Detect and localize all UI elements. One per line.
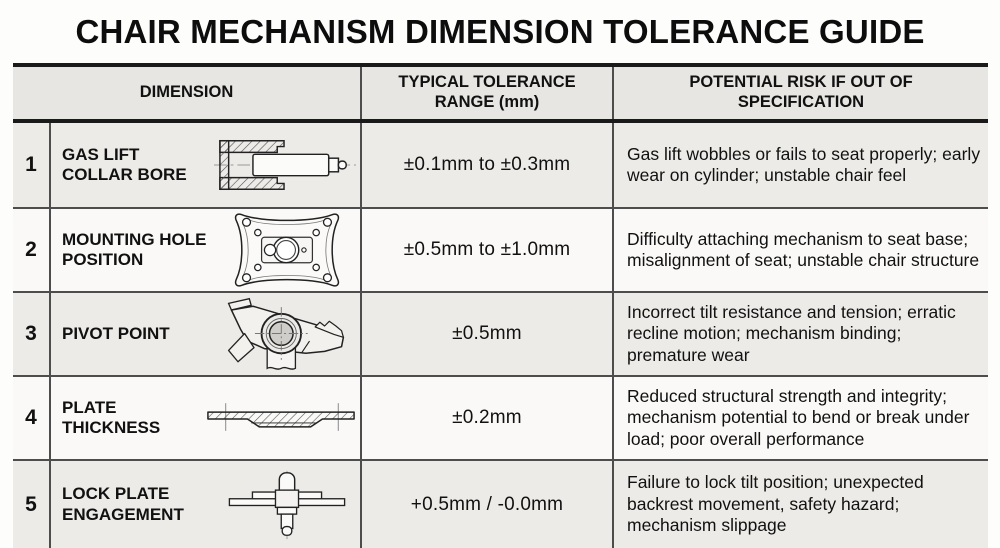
header-tolerance: TYPICAL TOLERANCE RANGE (mm) xyxy=(360,67,612,119)
risk-text: Incorrect tilt resistance and tension; e… xyxy=(612,293,988,375)
dimension-cell: MOUNTING HOLE POSITION xyxy=(49,209,360,291)
risk-text: Failure to lock tilt position; unexpecte… xyxy=(612,461,988,548)
table-header-row: DIMENSION TYPICAL TOLERANCE RANGE (mm) P… xyxy=(13,67,988,123)
table-row: 1 GAS LIFT COLLAR BORE xyxy=(13,123,988,207)
risk-text: Difficulty attaching mechanism to seat b… xyxy=(612,209,988,291)
header-dimension: DIMENSION xyxy=(139,83,234,102)
dimension-name: PLATE THICKNESS xyxy=(62,397,161,437)
table-row: 3 PIVOT POINT ±0.5mm In xyxy=(13,291,988,375)
row-number: 2 xyxy=(25,238,37,261)
row-number: 1 xyxy=(25,153,37,176)
dimension-cell: PLATE THICKNESS xyxy=(49,377,360,459)
row-number: 3 xyxy=(25,322,37,345)
tolerance-value: ±0.1mm to ±0.3mm xyxy=(360,123,612,207)
pivot-point-icon xyxy=(212,294,360,374)
dimension-name: PIVOT POINT xyxy=(62,323,170,343)
risk-text: Gas lift wobbles or fails to seat proper… xyxy=(612,123,988,207)
row-number: 5 xyxy=(25,492,37,516)
table-row: 5 LOCK PLATE ENGAGEMENT +0.5mm / -0.0mm … xyxy=(13,459,988,548)
dimension-name: GAS LIFT COLLAR BORE xyxy=(62,144,187,184)
tolerance-value: ±0.2mm xyxy=(360,377,612,459)
page-title: CHAIR MECHANISM DIMENSION TOLERANCE GUID… xyxy=(75,13,925,50)
table-row: 2 MOUNTING HOLE POSITION xyxy=(13,207,988,291)
dimension-name: LOCK PLATE ENGAGEMENT xyxy=(62,484,184,524)
dimension-cell: PIVOT POINT xyxy=(49,293,360,375)
tolerance-value: +0.5mm / -0.0mm xyxy=(360,461,612,548)
dimension-cell: LOCK PLATE ENGAGEMENT xyxy=(49,461,360,548)
tolerance-value: ±0.5mm xyxy=(360,293,612,375)
tolerance-table: DIMENSION TYPICAL TOLERANCE RANGE (mm) P… xyxy=(13,63,988,548)
header-risk: POTENTIAL RISK IF OUT OF SPECIFICATION xyxy=(612,67,988,119)
dimension-name: MOUNTING HOLE POSITION xyxy=(62,229,207,269)
gas-lift-collar-bore-icon xyxy=(210,131,360,199)
plate-thickness-icon xyxy=(202,398,360,438)
tolerance-value: ±0.5mm to ±1.0mm xyxy=(360,209,612,291)
table-row: 4 PLATE THICKNESS ±0.2mm Reduced stru xyxy=(13,375,988,459)
lock-plate-engagement-icon xyxy=(214,469,360,541)
dimension-cell: GAS LIFT COLLAR BORE xyxy=(49,123,360,207)
row-number: 4 xyxy=(25,406,37,429)
risk-text: Reduced structural strength and integrit… xyxy=(612,377,988,459)
mounting-hole-position-icon xyxy=(214,210,360,290)
